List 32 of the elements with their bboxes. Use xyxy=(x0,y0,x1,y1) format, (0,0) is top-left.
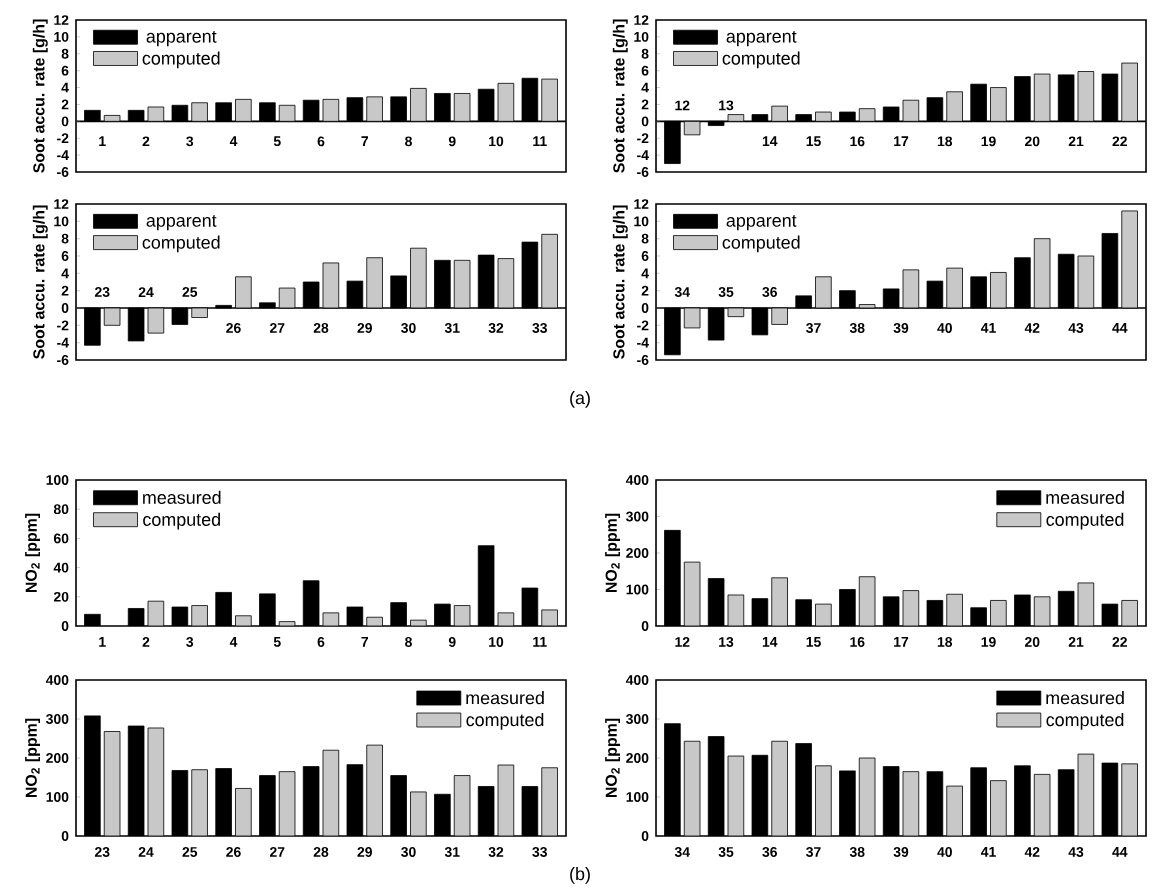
bar xyxy=(1121,763,1138,836)
legend-label: computed xyxy=(722,51,800,69)
bar xyxy=(771,577,788,626)
bar xyxy=(771,740,788,836)
legend-label: computed xyxy=(1046,713,1124,730)
text: (b) xyxy=(570,867,590,884)
legend-label: measured xyxy=(466,691,544,705)
legend-label: computed xyxy=(722,235,800,253)
bar xyxy=(946,593,963,626)
legend-label: computed xyxy=(143,512,220,530)
bar xyxy=(235,788,252,836)
bar xyxy=(410,791,427,836)
legend-label: measured xyxy=(1046,490,1124,504)
bar xyxy=(946,785,963,836)
text: (a) xyxy=(570,391,590,408)
legend-label: computed xyxy=(1046,512,1124,530)
bar xyxy=(1121,600,1138,626)
legend-label: measured xyxy=(1046,691,1124,705)
bar xyxy=(191,769,208,836)
legend-label: apparent xyxy=(146,215,217,231)
legend-label: computed xyxy=(466,713,544,730)
legend-label: apparent xyxy=(146,30,217,47)
legend-label: apparent xyxy=(726,215,797,231)
bar xyxy=(541,767,558,836)
legend-label: computed xyxy=(142,51,220,69)
bar xyxy=(990,780,1007,836)
legend-label: measured xyxy=(143,490,221,504)
legend-label: computed xyxy=(142,235,220,253)
bar xyxy=(990,600,1007,626)
bar xyxy=(815,765,832,836)
legend-label: apparent xyxy=(726,30,797,47)
bar xyxy=(366,744,383,836)
